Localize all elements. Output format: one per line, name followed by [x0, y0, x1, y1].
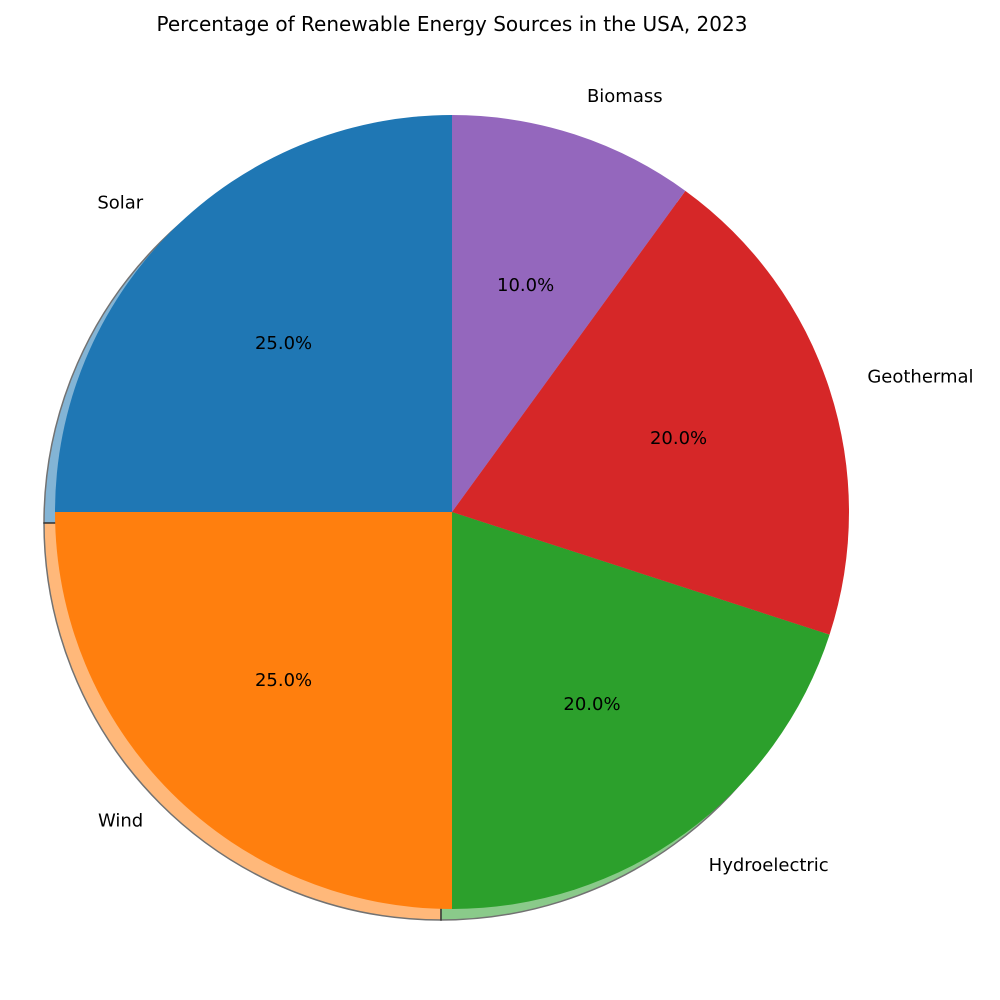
slice-pct-label-solar: 25.0% [255, 333, 312, 354]
slice-pct-label-biomass: 10.0% [497, 275, 554, 296]
slice-solar [55, 115, 452, 512]
slice-pct-label-geothermal: 20.0% [650, 428, 707, 449]
slice-wind [55, 512, 452, 909]
slice-label-hydroelectric: Hydroelectric [709, 855, 829, 876]
slice-pct-label-hydroelectric: 20.0% [563, 694, 620, 715]
slice-label-biomass: Biomass [587, 86, 663, 107]
slice-label-wind: Wind [98, 810, 143, 831]
slice-label-solar: Solar [97, 193, 143, 214]
pie-slices [55, 115, 849, 909]
slice-pct-label-wind: 25.0% [255, 670, 312, 691]
slice-label-geothermal: Geothermal [867, 367, 973, 388]
chart-title: Percentage of Renewable Energy Sources i… [157, 12, 748, 36]
